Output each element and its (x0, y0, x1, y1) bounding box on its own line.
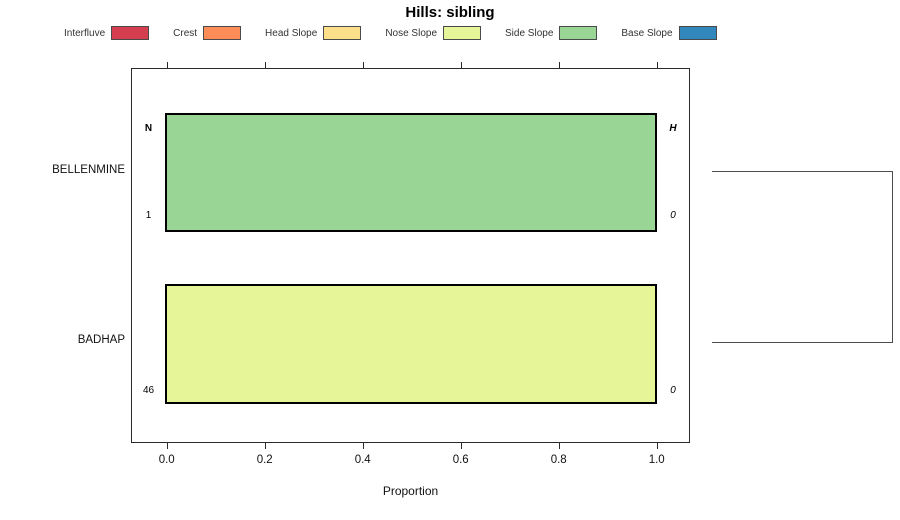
x-axis-tick (558, 62, 560, 68)
x-axis-tick (656, 443, 658, 449)
legend-item-crest: Crest (173, 26, 242, 40)
bar-bellenmine (165, 113, 657, 232)
x-axis-tick (362, 62, 364, 68)
x-axis-tick (656, 62, 658, 68)
x-axis-tick-label: 0.8 (550, 454, 567, 466)
x-axis-tick (264, 62, 266, 68)
legend-label: Side Slope (505, 27, 554, 39)
legend-label: Interfluve (64, 27, 106, 39)
chart-title: Hills: sibling (405, 4, 495, 21)
n-column-header: N (144, 123, 153, 134)
x-axis-tick (460, 443, 462, 449)
bar-badhap (165, 284, 657, 404)
x-axis-tick-label: 0.4 (354, 454, 371, 466)
legend-label: Nose Slope (385, 27, 438, 39)
legend-label: Head Slope (265, 27, 318, 39)
dendrogram-branch-bottom (712, 342, 893, 343)
legend-swatch-icon (443, 26, 482, 40)
x-axis-tick (460, 62, 462, 68)
legend-item-interfluve: Interfluve (64, 26, 150, 40)
h-column-header: H (669, 123, 677, 134)
y-axis-label-bellenmine: BELLENMINE (52, 164, 125, 176)
x-axis-tick (558, 443, 560, 449)
legend: Interfluve Crest Head Slope Nose Slope S… (64, 25, 717, 41)
legend-swatch-icon (678, 26, 717, 40)
x-axis-tick (362, 443, 364, 449)
dendrogram-connector (892, 171, 893, 343)
legend-item-base-slope: Base Slope (621, 26, 717, 40)
x-axis-title: Proportion (382, 484, 439, 498)
legend-swatch-icon (111, 26, 150, 40)
legend-label: Base Slope (621, 27, 673, 39)
plot-area: N 1 H 0 46 0 0.0 0.2 0.4 0.6 0.8 1.0 (131, 62, 690, 466)
legend-swatch-icon (559, 26, 598, 40)
h-value-bellenmine: 0 (670, 210, 676, 221)
n-value-bellenmine: 1 (145, 210, 152, 221)
x-axis-tick-label: 1.0 (648, 454, 665, 466)
h-value-badhap: 0 (670, 385, 676, 396)
legend-label: Crest (173, 27, 198, 39)
x-axis-tick (166, 443, 168, 449)
x-axis-tick (166, 62, 168, 68)
x-axis-tick (264, 443, 266, 449)
y-axis-label-badhap: BADHAP (77, 334, 125, 346)
n-value-badhap: 46 (142, 385, 155, 396)
x-axis-tick-label: 0.2 (256, 454, 273, 466)
legend-swatch-icon (203, 26, 242, 40)
dendrogram-branch-top (712, 171, 893, 172)
legend-item-nose-slope: Nose Slope (385, 26, 482, 40)
legend-item-head-slope: Head Slope (265, 26, 362, 40)
x-axis-tick-label: 0.0 (158, 454, 175, 466)
legend-item-side-slope: Side Slope (505, 26, 598, 40)
legend-swatch-icon (323, 26, 362, 40)
x-axis-tick-label: 0.6 (452, 454, 469, 466)
